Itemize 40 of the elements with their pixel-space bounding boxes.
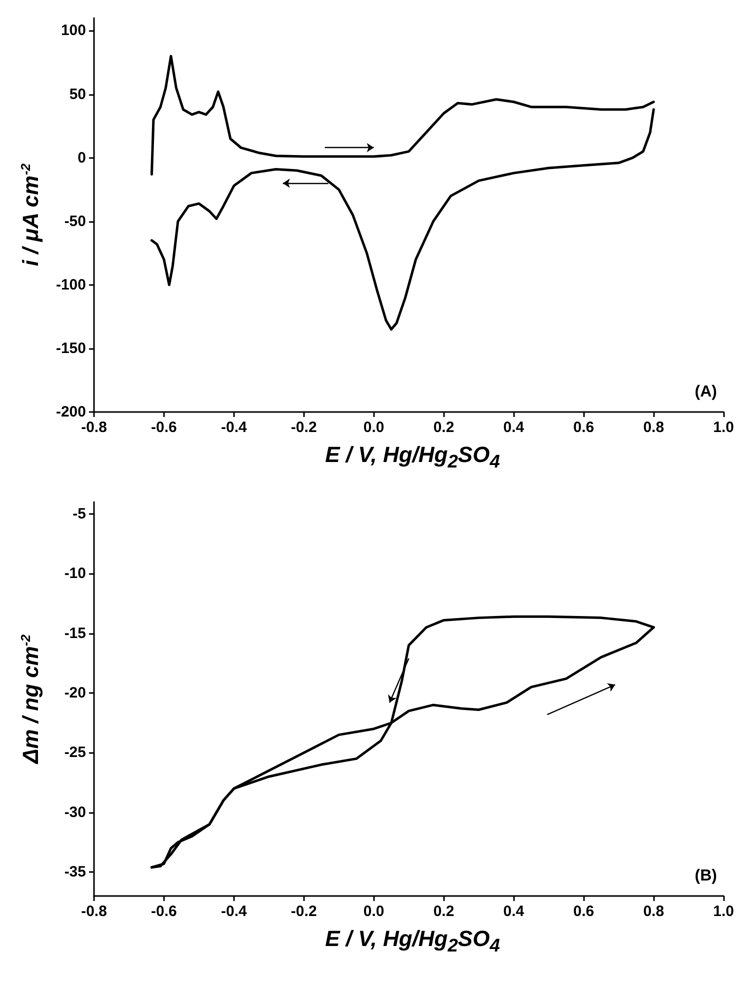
- x-tick-label: -0.4: [220, 419, 248, 436]
- y-tick-label: -50: [64, 212, 86, 230]
- y-tick-label: -150: [56, 340, 86, 357]
- x-tick-label: 0.4: [503, 419, 525, 436]
- y-tick-label: -25: [64, 744, 86, 762]
- y-tick-label: -20: [64, 684, 86, 702]
- y-tick-label: -30: [64, 804, 86, 821]
- x-tick-label: 0.8: [643, 419, 664, 436]
- x-tick-label: -0.2: [290, 419, 317, 436]
- x-tick-label: 0.0: [363, 903, 384, 920]
- x-tick-label: 1.0: [713, 903, 734, 920]
- x-tick-label: 0.2: [433, 419, 454, 436]
- y-axis-title: Δm / ng cm-2: [18, 634, 43, 765]
- x-tick-label: 0.2: [433, 903, 454, 920]
- x-tick-label: 0.8: [643, 903, 664, 920]
- y-axis-title: i / μA cm-2: [18, 162, 43, 266]
- x-tick-label: 0.6: [573, 419, 594, 436]
- x-tick-label: 1.0: [713, 419, 734, 436]
- x-tick-label: -0.8: [81, 903, 107, 920]
- x-tick-label: 0.6: [573, 903, 594, 920]
- annotation: (B): [694, 868, 718, 884]
- y-tick-label: 100: [60, 22, 86, 40]
- y-tick-label: -100: [56, 276, 86, 294]
- x-tick-label: 0.4: [503, 903, 525, 920]
- annotation: (A): [694, 384, 718, 400]
- x-tick-label: -0.2: [290, 903, 317, 920]
- x-tick-label: -0.4: [220, 903, 248, 920]
- x-tick-label: 0.0: [363, 419, 384, 436]
- y-tick-label: -200: [56, 404, 86, 420]
- x-tick-label: -0.8: [81, 419, 107, 436]
- x-axis-title: E / V, Hg/Hg$_{2}$SO$_{4}$: [324, 926, 501, 957]
- x-tick-label: -0.6: [151, 419, 177, 436]
- y-tick-label: -35: [64, 864, 86, 881]
- y-tick-label: 50: [69, 86, 86, 103]
- x-axis-title: E / V, Hg/Hg$_{2}$SO$_{4}$: [324, 442, 501, 473]
- y-tick-label: -5: [72, 505, 86, 522]
- y-tick-label: 0: [78, 149, 86, 166]
- x-tick-label: -0.6: [151, 903, 177, 920]
- y-tick-label: -15: [64, 624, 86, 642]
- y-tick-label: -10: [64, 565, 86, 582]
